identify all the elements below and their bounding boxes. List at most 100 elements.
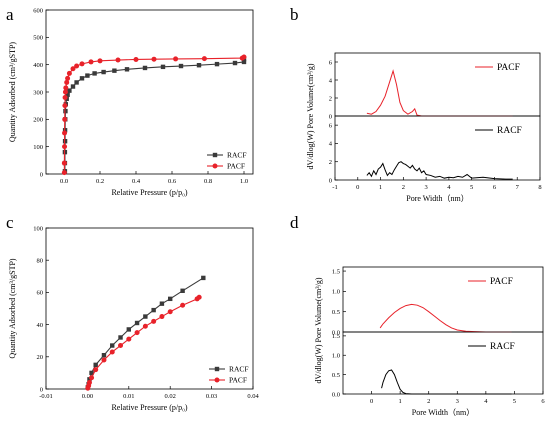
series-racf-point xyxy=(101,352,107,358)
series-racf-point xyxy=(214,61,220,67)
series-racf-point xyxy=(201,275,206,281)
x-tick-label: 1 xyxy=(399,398,402,405)
series-racf-point xyxy=(93,362,98,368)
y-tick-label: 600 xyxy=(33,7,43,14)
series-pacf-point xyxy=(62,144,68,150)
series-racf-point xyxy=(101,69,106,75)
series-pacf-point xyxy=(62,103,68,109)
series-pacf-point xyxy=(64,79,70,85)
x-tick-label: 0.00 xyxy=(82,393,93,400)
series-racf-point xyxy=(151,307,156,313)
x-tick-label: 0.03 xyxy=(206,393,217,400)
series-racf-point xyxy=(110,343,115,348)
x-tick-label: 1 xyxy=(379,184,382,191)
y-tick-label: 0 xyxy=(40,171,43,178)
y-axis-title: Quantity Adsorbed (cm³/gSTP) xyxy=(8,258,17,359)
series-racf-point xyxy=(124,67,130,72)
series-racf-point xyxy=(126,327,131,332)
x-tick-label: 0.04 xyxy=(247,393,259,400)
y-tick-label: 4 xyxy=(329,77,333,84)
panel-a-letter: a xyxy=(6,5,14,24)
series-racf-point xyxy=(196,63,202,68)
series-pacf-point xyxy=(86,380,92,386)
series-racf-point xyxy=(160,64,166,70)
series-pacf-point xyxy=(142,323,148,329)
series-pacf-point xyxy=(61,160,67,166)
series-pacf-point xyxy=(118,343,124,349)
legend-label: RACF xyxy=(229,365,249,374)
series-pacf-point xyxy=(151,318,157,324)
x-tick-label: 4 xyxy=(484,398,488,405)
x-tick-label: -1 xyxy=(332,184,337,191)
y-tick-label: 0 xyxy=(329,177,332,184)
y-axis-title: dV/dlog(W) Pore Volume(cm³/g) xyxy=(306,63,315,169)
x-tick-label: 0.2 xyxy=(96,178,104,185)
series-racf-point xyxy=(92,71,97,76)
panel-b-letter: b xyxy=(290,5,299,24)
y-tick-label: 6 xyxy=(329,122,333,129)
series-pacf-point xyxy=(79,61,85,67)
x-tick-label: 4 xyxy=(447,184,451,191)
series-racf-point xyxy=(87,377,92,382)
plot-frame xyxy=(45,227,254,390)
series-pacf-point xyxy=(66,70,72,76)
x-tick-label: 0.01 xyxy=(123,393,134,400)
y-tick-label: 40 xyxy=(37,322,44,329)
y-tick-label: 1.0 xyxy=(332,289,340,296)
y-tick-label: 0.0 xyxy=(332,391,340,398)
y-tick-label: 1.5 xyxy=(332,268,340,275)
series-pacf-point xyxy=(88,59,94,65)
series-pacf-point xyxy=(61,170,67,176)
y-tick-label: 4 xyxy=(329,141,333,148)
panel-c-letter: c xyxy=(6,213,14,232)
series-racf-point xyxy=(232,60,238,66)
series-racf-point xyxy=(85,73,90,78)
y-tick-label: 1.0 xyxy=(332,353,340,360)
x-tick-label: 0 xyxy=(356,184,359,191)
x-tick-label: -0.01 xyxy=(39,393,53,400)
series-racf-point xyxy=(143,314,148,319)
y-tick-label: 100 xyxy=(33,225,43,232)
series-pacf-point xyxy=(173,56,179,62)
y-tick-label: 6 xyxy=(329,59,333,66)
x-tick-label: 0.0 xyxy=(60,178,68,185)
legend-swatch-marker xyxy=(214,377,220,383)
series-pacf-line xyxy=(379,303,512,333)
series-racf-point xyxy=(74,80,79,85)
y-tick-label: 2 xyxy=(329,159,332,166)
y-tick-label: 2 xyxy=(329,95,332,102)
series-pacf-point xyxy=(115,57,121,63)
chart-d: 0.0 0.5 1.0 1.5 PACF 0.0 0.5 1.0 1.5 RACF 0 1 2 3 4 5 6 P… xyxy=(314,266,545,417)
x-tick-label: 1.0 xyxy=(240,178,248,185)
series-pacf-point xyxy=(89,375,95,381)
chart-a: 0.0 0.2 0.4 0.6 0.8 1.0 0 100 200 300 400 500 600 Rel… xyxy=(8,7,254,197)
x-tick-label: 0.4 xyxy=(132,178,141,185)
series-racf-point xyxy=(112,68,117,73)
y-tick-label: 0.5 xyxy=(332,309,340,316)
series-pacf-point xyxy=(62,116,68,122)
series-racf-point xyxy=(67,88,72,93)
series-pacf-point xyxy=(109,349,115,355)
x-tick-label: 0 xyxy=(370,398,373,405)
series-pacf-point xyxy=(159,314,165,320)
series-pacf-point xyxy=(167,309,173,315)
series-pacf-point xyxy=(62,89,68,95)
series-pacf-point xyxy=(151,56,157,62)
x-tick-label: 2 xyxy=(427,398,430,405)
y-tick-label: 100 xyxy=(33,144,43,151)
series-racf-point xyxy=(118,335,123,340)
series-racf-point xyxy=(70,84,76,89)
x-tick-label: 2 xyxy=(402,184,405,191)
series-pacf-point xyxy=(62,94,68,100)
y-tick-label: 400 xyxy=(33,62,43,69)
series-racf-point xyxy=(180,288,185,293)
series-pacf-point xyxy=(62,130,68,136)
series-pacf-point xyxy=(180,302,186,308)
y-tick-label: 80 xyxy=(37,258,44,265)
series-pacf-point xyxy=(201,56,207,62)
y-tick-label: 500 xyxy=(33,35,43,42)
series-pacf-point xyxy=(74,63,80,69)
series-racf-point xyxy=(79,76,85,81)
x-tick-label: 0.6 xyxy=(168,178,177,185)
